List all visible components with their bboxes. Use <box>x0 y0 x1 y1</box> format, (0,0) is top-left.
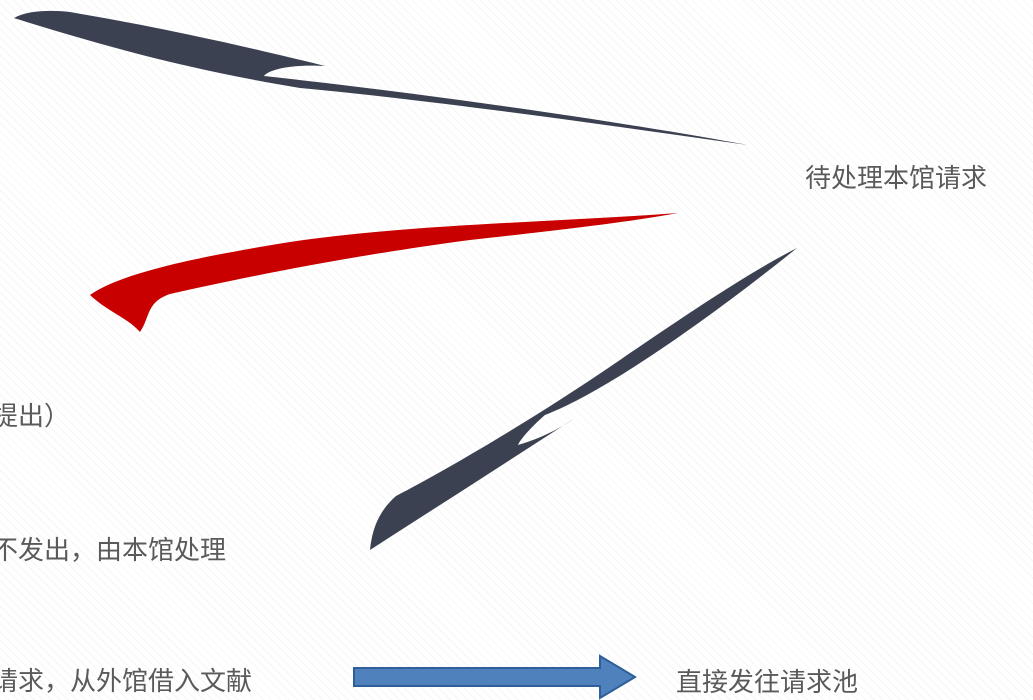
red-brush-stroke <box>90 213 678 332</box>
arrow-icon <box>353 654 637 700</box>
pending-local-requests-label: 待处理本馆请求 <box>805 164 988 194</box>
dark-brush-stroke-right <box>370 248 797 550</box>
dark-brush-stroke-top <box>14 10 748 146</box>
external-borrow-label-partial: 请求，从外馆借入文献 <box>0 667 253 697</box>
send-to-pool-label: 直接发往请求池 <box>676 668 859 698</box>
local-processing-label-partial: 不发出，由本馆处理 <box>0 536 227 566</box>
right-arrow <box>353 654 637 700</box>
submit-label-partial: 提出） <box>0 402 71 432</box>
